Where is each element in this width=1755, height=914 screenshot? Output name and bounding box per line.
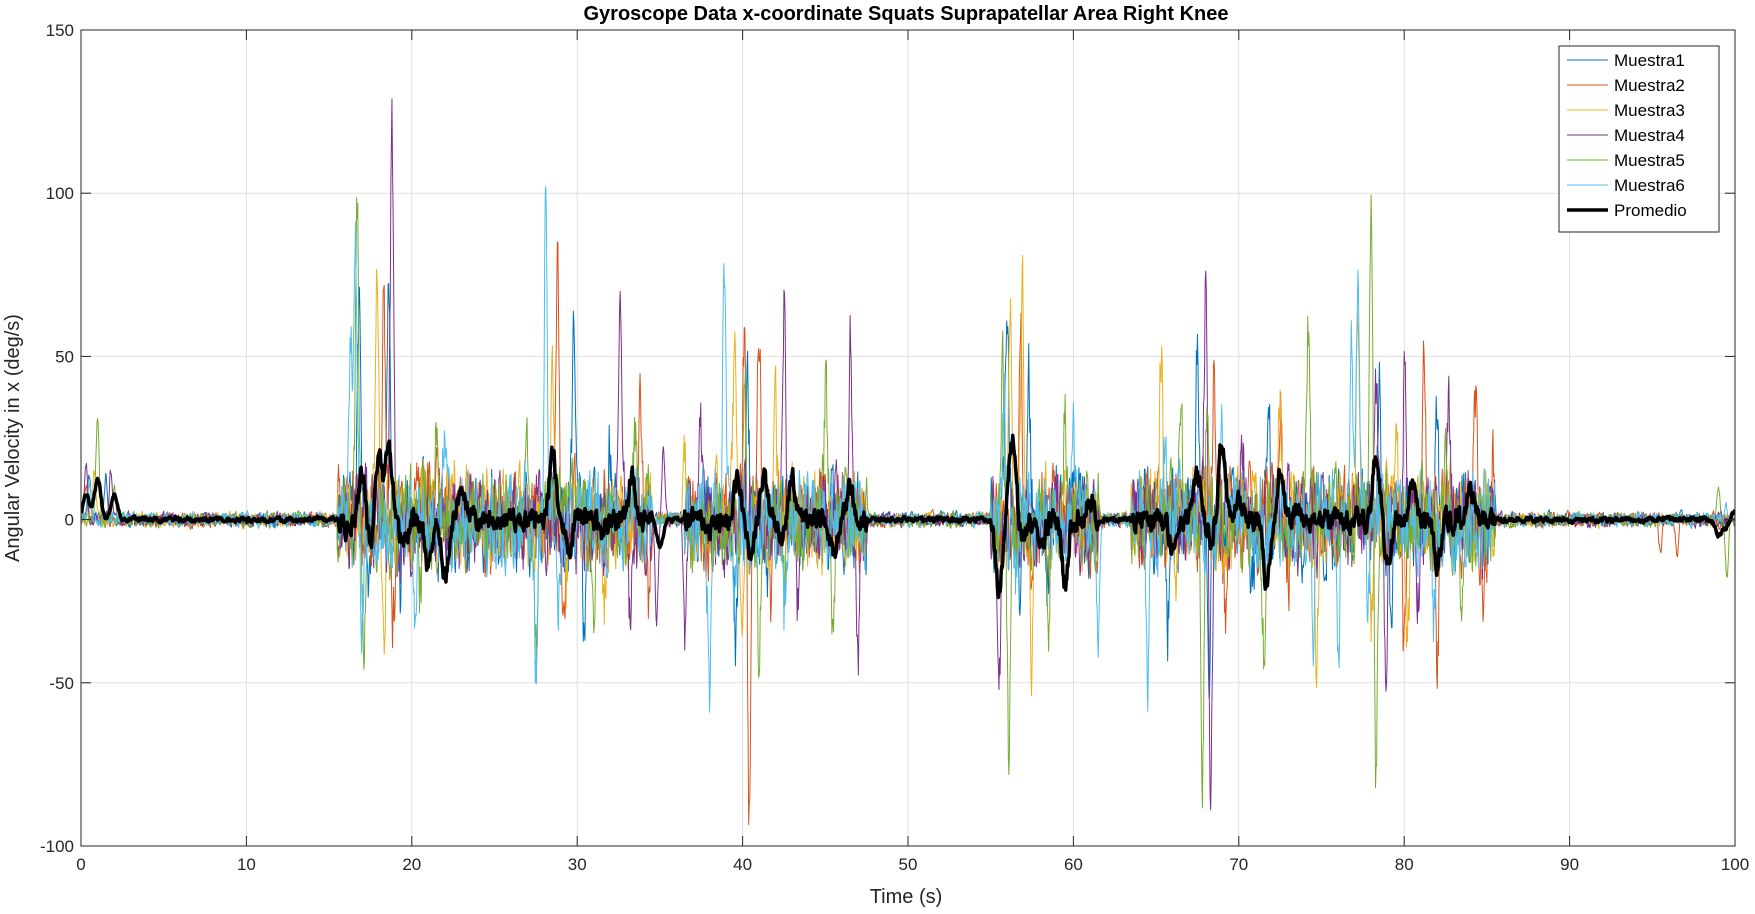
y-tick-label: 150	[46, 21, 74, 40]
y-tick-label: -100	[40, 837, 74, 856]
ticks	[80, 29, 1736, 847]
series-line-muestra6	[81, 185, 1735, 713]
x-tick-label: 40	[733, 855, 752, 874]
series-layer	[81, 98, 1735, 826]
legend-label-muestra4: Muestra4	[1614, 126, 1685, 145]
y-tick-label: 0	[65, 511, 74, 530]
y-tick-label: 100	[46, 184, 74, 203]
x-tick-label: 100	[1721, 855, 1749, 874]
x-tick-label: 0	[76, 855, 85, 874]
x-tick-label: 50	[899, 855, 918, 874]
x-tick-label: 30	[568, 855, 587, 874]
x-tick-label: 60	[1064, 855, 1083, 874]
x-tick-label: 90	[1560, 855, 1579, 874]
legend-label-promedio: Promedio	[1614, 201, 1687, 220]
legend-label-muestra3: Muestra3	[1614, 101, 1685, 120]
y-tick-label: 50	[55, 347, 74, 366]
x-axis-label: Time (s)	[870, 886, 943, 908]
legend-label-muestra5: Muestra5	[1614, 151, 1685, 170]
legend-label-muestra6: Muestra6	[1614, 176, 1685, 195]
legend-box	[1558, 45, 1720, 233]
y-tick-label: -50	[49, 674, 74, 693]
chart-title: Gyroscope Data x-coordinate Squats Supra…	[584, 3, 1229, 25]
legend-label-muestra2: Muestra2	[1614, 76, 1685, 95]
y-axis-label: Angular Velocity in x (deg/s)	[2, 314, 24, 562]
tick-labels: 0 10 20 30 40 50 60 70 80 90 100 -100 -50 0 50 100 150	[40, 21, 1749, 874]
legend-label-muestra1: Muestra1	[1614, 51, 1685, 70]
legend: Muestra1 Muestra2 Muestra3 Muestra4 Muestra5…	[1558, 45, 1720, 233]
x-tick-label: 10	[237, 855, 256, 874]
x-tick-label: 20	[402, 855, 421, 874]
series-line-promedio	[81, 433, 1735, 600]
x-tick-label: 80	[1395, 855, 1414, 874]
x-tick-label: 70	[1229, 855, 1248, 874]
